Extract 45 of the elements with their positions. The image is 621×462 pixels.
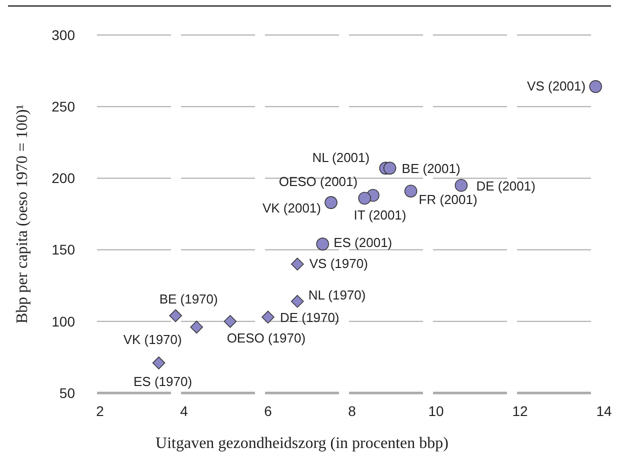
- x-axis-title: Uitgaven gezondheidszorg (in procenten bbp): [156, 435, 448, 452]
- y-tick-label: 150: [52, 242, 76, 258]
- annotation: OESO (1970): [226, 330, 306, 346]
- annotation: OESO (2001): [278, 174, 358, 190]
- y-tick-label: 200: [52, 170, 76, 186]
- point: [224, 315, 237, 328]
- point: [358, 192, 371, 205]
- annotation: VS (2001): [527, 78, 586, 94]
- x-tick-label: 2: [96, 403, 104, 419]
- annotation: ES (2001): [334, 235, 392, 250]
- point: [383, 162, 396, 175]
- annotation: IT (2001): [354, 207, 406, 222]
- y-tick-label: 50: [59, 384, 76, 401]
- annotation: NL (2001): [312, 150, 370, 166]
- x-tick-label: 10: [428, 403, 444, 419]
- x-tick-label: 12: [512, 403, 528, 419]
- y-axis-title: Bbp per capita (oeso 1970 = 100)¹: [14, 104, 31, 324]
- point: [404, 184, 418, 198]
- annotation: BE (1970): [159, 292, 218, 307]
- point: [324, 196, 338, 209]
- annotation: NL (1970): [308, 287, 366, 302]
- annotation: DE (2001): [476, 178, 536, 194]
- point: [152, 356, 166, 370]
- y-tick-label: 100: [52, 313, 76, 330]
- point: [589, 80, 602, 93]
- y-tick-label: 300: [52, 26, 76, 43]
- point: [169, 309, 182, 322]
- annotation: ES (1970): [134, 374, 192, 389]
- point: [316, 238, 329, 250]
- point: [262, 310, 274, 324]
- annotation: VK (1970): [123, 332, 182, 348]
- x-tick-label: 14: [596, 403, 612, 419]
- point: [454, 178, 468, 192]
- annotation: VS (1970): [309, 256, 368, 272]
- x-tick-label: 6: [264, 403, 272, 419]
- point: [291, 294, 304, 308]
- point: [190, 320, 203, 334]
- point: [291, 258, 304, 271]
- annotation: DE (1970): [280, 310, 340, 326]
- annotation: VK (2001): [262, 200, 321, 216]
- y-tick-label: 250: [52, 98, 76, 114]
- x-tick-label: 8: [348, 403, 356, 419]
- x-tick-label: 4: [180, 403, 188, 419]
- annotation: BE (2001): [402, 161, 460, 176]
- annotation: FR (2001): [418, 192, 478, 208]
